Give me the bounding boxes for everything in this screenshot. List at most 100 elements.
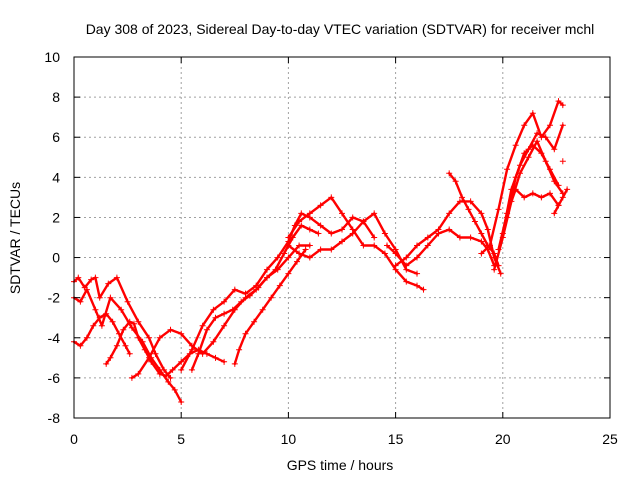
data-point-marker	[465, 206, 472, 213]
data-point-marker	[98, 322, 105, 329]
data-point-marker	[551, 210, 558, 217]
series-track-9	[285, 194, 427, 293]
data-point-marker	[559, 158, 566, 165]
data-point-marker	[165, 378, 172, 385]
data-point-marker	[499, 230, 506, 237]
data-point-marker	[414, 242, 421, 249]
data-point-marker	[163, 372, 170, 379]
data-point-marker	[229, 306, 236, 313]
data-point-marker	[221, 322, 228, 329]
data-point-marker	[555, 202, 562, 209]
data-point-marker	[349, 214, 356, 221]
data-point-marker	[306, 254, 313, 261]
data-point-marker	[135, 318, 142, 325]
series-track-1	[71, 286, 185, 405]
data-point-marker	[512, 142, 519, 149]
data-point-marker	[77, 342, 84, 349]
data-point-marker	[171, 386, 178, 393]
data-point-marker	[81, 284, 88, 291]
data-point-marker	[414, 282, 421, 289]
data-point-marker	[446, 170, 453, 177]
data-point-marker	[90, 322, 97, 329]
data-point-marker	[534, 138, 541, 145]
data-point-marker	[306, 226, 313, 233]
series-line	[130, 244, 311, 380]
data-point-marker	[113, 274, 120, 281]
y-tick-label: -6	[48, 370, 61, 386]
data-point-marker	[152, 350, 159, 357]
data-point-marker	[103, 310, 110, 317]
series-track-3	[71, 310, 133, 357]
data-point-marker	[88, 276, 95, 283]
ticks	[73, 56, 611, 419]
data-point-marker	[317, 246, 324, 253]
y-tick-label: 6	[52, 129, 60, 145]
x-tick-label: 0	[70, 431, 78, 447]
data-point-marker	[221, 310, 228, 317]
data-point-marker	[491, 250, 498, 257]
data-point-marker	[178, 366, 185, 373]
data-point-marker	[529, 190, 536, 197]
data-point-marker	[478, 230, 485, 237]
data-point-marker	[538, 194, 545, 201]
data-point-marker	[529, 110, 536, 117]
data-point-marker	[414, 270, 421, 277]
data-point-marker	[403, 278, 410, 285]
data-point-marker	[212, 354, 219, 361]
data-point-marker	[221, 298, 228, 305]
data-point-marker	[381, 230, 388, 237]
data-point-marker	[122, 342, 129, 349]
data-point-marker	[296, 242, 303, 249]
data-point-marker	[298, 210, 305, 217]
y-tick-label: 4	[52, 169, 60, 185]
data-point-marker	[371, 234, 378, 241]
data-point-marker	[263, 274, 270, 281]
data-point-marker	[103, 360, 110, 367]
data-point-marker	[328, 230, 335, 237]
data-point-marker	[107, 354, 114, 361]
data-point-marker	[113, 342, 120, 349]
data-point-marker	[212, 314, 219, 321]
series-layer	[71, 98, 571, 405]
data-point-marker	[148, 358, 155, 365]
data-point-marker	[512, 174, 519, 181]
data-point-marker	[446, 226, 453, 233]
y-tick-label: -8	[48, 410, 61, 426]
x-tick-label: 25	[602, 431, 618, 447]
data-point-marker	[105, 280, 112, 287]
data-point-marker	[274, 254, 281, 261]
data-point-marker	[424, 242, 431, 249]
data-point-marker	[559, 122, 566, 129]
y-tick-label: 8	[52, 89, 60, 105]
data-point-marker	[231, 286, 238, 293]
data-point-marker	[546, 190, 553, 197]
data-point-marker	[156, 370, 163, 377]
x-tick-label: 20	[495, 431, 511, 447]
data-point-marker	[272, 266, 279, 273]
data-point-marker	[199, 322, 206, 329]
data-point-marker	[495, 246, 502, 253]
data-point-marker	[96, 314, 103, 321]
data-point-marker	[203, 326, 210, 333]
data-point-marker	[328, 246, 335, 253]
data-point-marker	[131, 320, 138, 327]
data-point-marker	[276, 282, 283, 289]
series-track-19	[551, 186, 571, 217]
series-line	[190, 224, 320, 372]
data-point-marker	[188, 366, 195, 373]
data-point-marker	[392, 262, 399, 269]
data-point-marker	[521, 194, 528, 201]
data-point-marker	[315, 230, 322, 237]
data-point-marker	[128, 374, 135, 381]
data-point-marker	[317, 202, 324, 209]
data-point-marker	[285, 234, 292, 241]
data-point-marker	[246, 292, 253, 299]
data-point-marker	[328, 194, 335, 201]
data-point-marker	[231, 360, 238, 367]
data-point-marker	[96, 294, 103, 301]
data-point-marker	[521, 122, 528, 129]
data-point-marker	[497, 270, 504, 277]
series-line	[72, 276, 172, 380]
data-point-marker	[495, 206, 502, 213]
data-point-marker	[242, 330, 249, 337]
